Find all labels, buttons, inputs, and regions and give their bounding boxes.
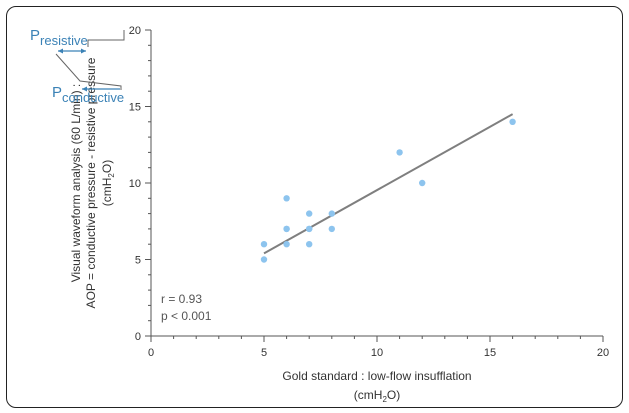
resistive-slope — [55, 53, 122, 90]
data-point — [283, 225, 290, 233]
data-point — [283, 241, 290, 248]
y-tick-label: 10 — [129, 178, 141, 190]
y-axis-unit: (cmH2O) — [100, 160, 116, 206]
y-tick-label: 15 — [129, 102, 141, 114]
data-point — [260, 256, 268, 263]
x-tick-label: 20 — [597, 347, 609, 359]
data-point — [396, 149, 403, 156]
p-conductive-label: Pconductive — [52, 84, 124, 105]
annotation-p: p < 0.001 — [161, 309, 212, 323]
ticks-group — [145, 29, 604, 342]
data-point — [328, 225, 335, 233]
y-axis-title: Visual waveform analysis (60 L/min) : — [69, 84, 83, 283]
y-axis-subtitle: AOP = conductive pressure - resistive pr… — [84, 57, 98, 308]
data-point — [328, 210, 335, 217]
pressure-diagram: Presistive Pconductive — [30, 27, 125, 105]
resistive-bracket — [87, 30, 125, 47]
data-point — [283, 195, 290, 202]
data-points-group — [260, 118, 516, 263]
conductive-arrowhead — [82, 86, 87, 92]
x-axis-title: Gold standard : low-flow insufflation — [282, 369, 471, 383]
x-tick-label: 5 — [261, 347, 267, 359]
y-tick-label: 20 — [129, 25, 141, 37]
x-tick-label: 0 — [148, 347, 154, 359]
tick-labels-group: 0 5 10 15 20 0 5 10 15 20 — [129, 25, 609, 359]
data-point — [419, 179, 426, 187]
data-point — [306, 241, 313, 248]
p-resistive-label: Presistive — [30, 27, 88, 48]
figure-frame — [6, 6, 623, 408]
annotation-r: r = 0.93 — [161, 292, 202, 306]
data-point — [509, 118, 516, 126]
resistive-arrowhead-right — [81, 48, 86, 54]
regression-line — [263, 113, 514, 255]
y-tick-label: 0 — [135, 331, 141, 343]
resistive-arrowhead-left — [58, 48, 63, 54]
data-point — [306, 225, 313, 233]
y-tick-label: 5 — [135, 255, 141, 267]
data-point — [260, 241, 268, 248]
x-tick-label: 10 — [371, 347, 383, 359]
data-point — [306, 210, 313, 217]
y-axis-title-group: Visual waveform analysis (60 L/min) : AO… — [69, 57, 116, 308]
x-axis-unit: (cmH2O) — [354, 388, 400, 404]
x-tick-label: 15 — [484, 347, 496, 359]
